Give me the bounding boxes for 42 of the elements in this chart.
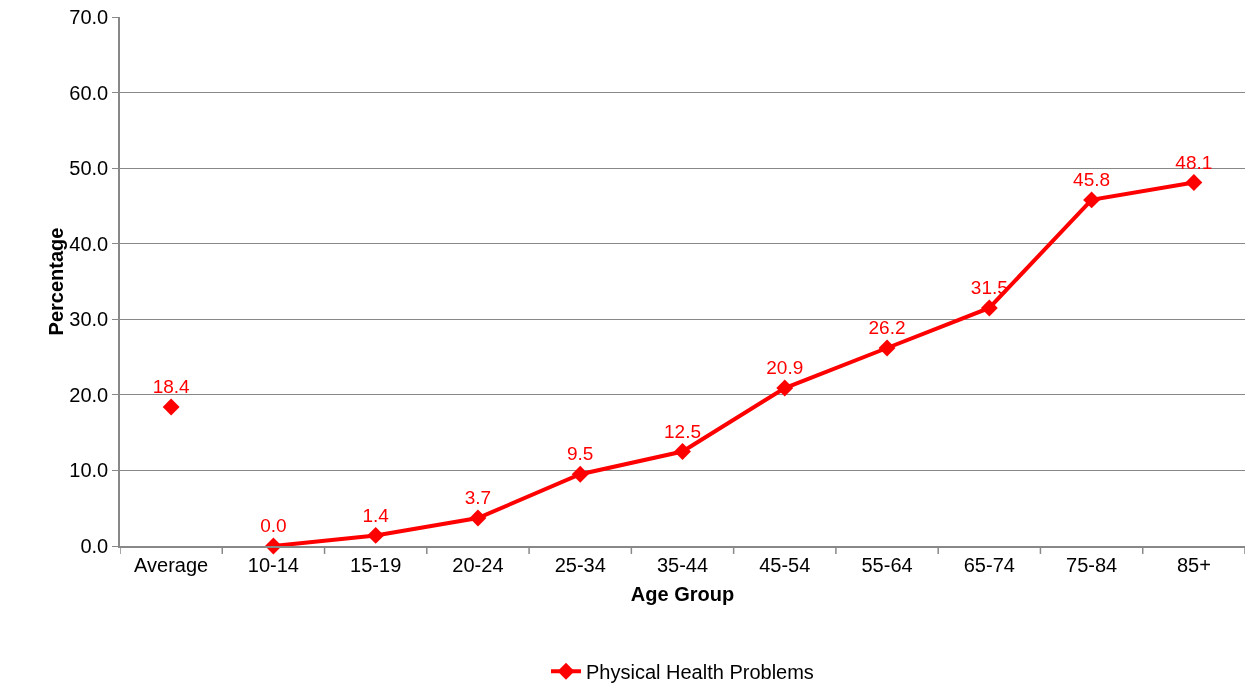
data-label: 45.8 bbox=[1073, 169, 1111, 191]
data-label: 12.5 bbox=[664, 420, 701, 442]
data-label: 9.5 bbox=[567, 443, 594, 465]
data-label: 18.4 bbox=[152, 376, 191, 398]
y-tick-label: 70.0 bbox=[69, 6, 109, 28]
x-axis-title: Age Group bbox=[630, 582, 735, 605]
y-tick-label: 60.0 bbox=[69, 81, 109, 104]
data-label: 1.4 bbox=[362, 504, 390, 526]
y-tick-label: 0.0 bbox=[80, 535, 109, 557]
y-tick-label: 50.0 bbox=[69, 157, 109, 180]
x-tick-label: 85+ bbox=[1176, 553, 1211, 576]
y-tick-label: 30.0 bbox=[69, 308, 109, 331]
x-tick-label: 45-54 bbox=[759, 553, 811, 576]
y-tick-label: 40.0 bbox=[69, 232, 109, 255]
data-label: 48.1 bbox=[1175, 151, 1213, 173]
y-tick-label: 20.0 bbox=[69, 383, 109, 406]
point bbox=[1083, 191, 1101, 209]
x-tick-label: 20-24 bbox=[452, 553, 504, 576]
point bbox=[162, 398, 180, 416]
point bbox=[878, 339, 896, 357]
x-tick-label: 55-64 bbox=[861, 553, 913, 576]
point bbox=[571, 465, 589, 483]
y-axis-title: Percentage bbox=[45, 227, 68, 336]
point bbox=[367, 526, 385, 544]
point bbox=[469, 509, 487, 527]
x-tick-label: 35-44 bbox=[656, 553, 709, 576]
data-label: 26.2 bbox=[868, 317, 906, 339]
point bbox=[674, 443, 691, 460]
y-tick-label: 10.0 bbox=[69, 459, 109, 482]
x-tick-label: Average bbox=[134, 553, 209, 576]
data-label: 3.7 bbox=[464, 487, 492, 509]
data-label: 20.9 bbox=[766, 357, 804, 379]
legend-label: Physical Health Problems bbox=[586, 661, 814, 684]
x-tick-label: 75-84 bbox=[1066, 553, 1118, 576]
x-tick-label: 65-74 bbox=[963, 553, 1015, 576]
x-tick-label: 25-34 bbox=[554, 553, 606, 576]
x-tick-label: 15-19 bbox=[350, 553, 402, 576]
point bbox=[980, 299, 998, 317]
point bbox=[776, 379, 794, 397]
point bbox=[1185, 174, 1203, 191]
x-tick-label: 10-14 bbox=[247, 553, 299, 576]
data-label: 0.0 bbox=[260, 515, 287, 537]
